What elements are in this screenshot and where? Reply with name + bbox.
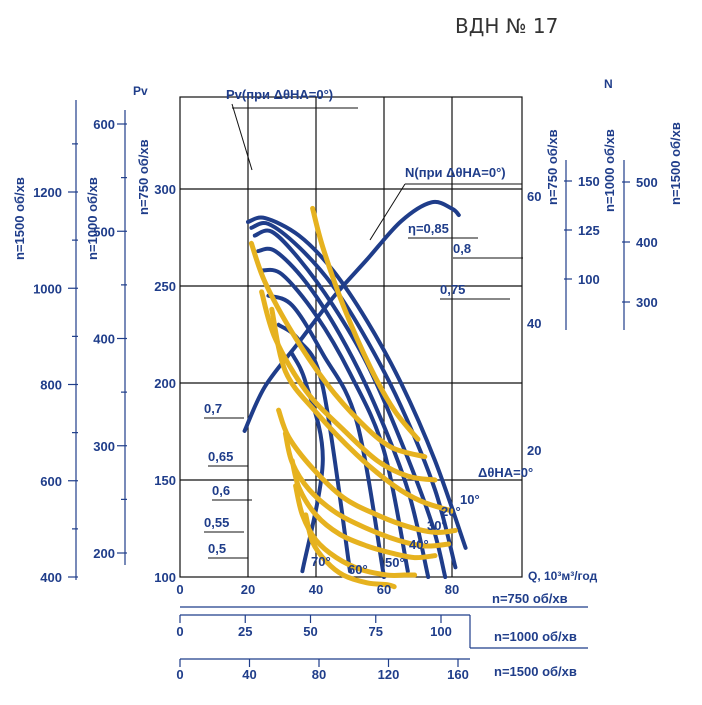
axis-label-pv: Pv	[133, 84, 148, 98]
pv-tick-label: 150	[154, 473, 176, 488]
curves-layer	[242, 199, 468, 590]
efficiency-curve-8	[310, 205, 421, 442]
n1000-left-tick-label: 800	[40, 378, 62, 393]
efficiency-curve-4	[276, 407, 458, 535]
q1500-tick-label: 40	[242, 667, 256, 682]
axis-label-q750: n=750 об/хв	[492, 591, 568, 606]
N-tick-label: 20	[527, 443, 541, 458]
pv-tick-label: 250	[154, 279, 176, 294]
plot-grid	[68, 96, 630, 667]
axis-label-n750-left: n=750 об/хв	[136, 139, 151, 215]
efficiency-curve-3	[282, 430, 452, 549]
axis-label-N: N	[604, 77, 613, 91]
annot-n-line: N(при ΔθНА=0°)	[405, 165, 506, 180]
pressure-curve-10deg	[249, 221, 458, 570]
n1000-right-tick-label: 300	[636, 295, 658, 310]
q750-tick-label: 40	[309, 582, 323, 597]
annot-eff-2: 0,75	[440, 282, 465, 297]
efficiency-curve-6	[259, 289, 438, 483]
axis-label-n1500-right: n=1500 об/хв	[668, 122, 683, 205]
q1500-tick-label: 120	[378, 667, 400, 682]
axis-label-n1000-right: n=1000 об/хв	[602, 129, 617, 212]
annot-eff-7: 0,5	[208, 541, 226, 556]
q1000-tick-label: 50	[303, 624, 317, 639]
n1000-left-tick-label: 1000	[33, 281, 62, 296]
q1500-tick-label: 0	[176, 667, 183, 682]
N-tick-label: 60	[527, 189, 541, 204]
annot-angle-2: 30°	[427, 518, 447, 533]
annot-angle-0: 10°	[460, 492, 480, 507]
n750-left-tick-label: 500	[93, 224, 115, 239]
annot-angle-4: 50°	[385, 555, 405, 570]
axis-label-n1000-left: n=1000 об/хв	[85, 177, 100, 260]
q750-tick-label: 20	[241, 582, 255, 597]
pv-tick-label: 100	[154, 570, 176, 585]
annot-eff-0: η=0,85	[408, 221, 449, 236]
n1000-left-tick-label: 400	[40, 570, 62, 585]
pv-tick-label: 300	[154, 182, 176, 197]
q750-tick-label: 80	[445, 582, 459, 597]
efficiency-curve-7	[248, 240, 428, 460]
efficiency-curve-2	[289, 458, 438, 561]
q1500-tick-label: 80	[312, 667, 326, 682]
annot-angle-5: 60°	[348, 562, 368, 577]
efficiency-curve-5	[269, 306, 455, 514]
annot-angle-3: 40°	[409, 537, 429, 552]
chart-title: ВДН № 17	[455, 14, 558, 38]
annot-angle-zero: ΔθНА=0°	[478, 465, 533, 480]
q1000-tick-label: 0	[176, 624, 183, 639]
leader-pv-2	[231, 103, 253, 171]
n1000-right-tick-label: 400	[636, 235, 658, 250]
n1000-left-tick-label: 600	[40, 474, 62, 489]
power-curve	[242, 199, 461, 433]
annot-pv-line: Pv(при ΔθНА=0°)	[226, 87, 333, 102]
pressure-curve-50deg	[266, 293, 386, 579]
pressure-curve-0deg	[246, 215, 468, 550]
N-tick-label: 40	[527, 316, 541, 331]
axis-label-n1500-left: n=1500 об/хв	[12, 177, 27, 260]
axis-label-q1000: n=1000 об/хв	[494, 629, 577, 644]
axis-label-q1500: n=1500 об/хв	[494, 664, 577, 679]
n750-left-tick-label: 600	[93, 117, 115, 132]
pressure-curve-30deg	[256, 246, 431, 579]
efficiency-curve-1	[293, 483, 418, 578]
annot-eff-6: 0,55	[204, 515, 229, 530]
annot-eff-1: 0,8	[453, 241, 471, 256]
annot-angle-1: 20°	[441, 504, 461, 519]
q1000-tick-label: 100	[430, 624, 452, 639]
axis-label-n750-right: n=750 об/хв	[545, 129, 560, 205]
q1000-tick-label: 25	[238, 624, 252, 639]
pv-tick-label: 200	[154, 376, 176, 391]
leader-n-2	[369, 183, 406, 241]
n750-left-tick-label: 200	[93, 546, 115, 561]
q1500-tick-label: 160	[447, 667, 469, 682]
n1000-right-tick-label: 500	[636, 175, 658, 190]
x-unit-label: Q, 10³м³/год	[528, 569, 598, 583]
n750-left-tick-label: 300	[93, 439, 115, 454]
n1000-left-tick-label: 1200	[33, 185, 62, 200]
q750-tick-label: 60	[377, 582, 391, 597]
annot-eff-5: 0,6	[212, 483, 230, 498]
n750-right-tick-label: 150	[578, 174, 600, 189]
q750-tick-label: 0	[176, 582, 183, 597]
annot-angle-6: 70°	[311, 554, 331, 569]
annot-eff-4: 0,65	[208, 449, 233, 464]
q1000-tick-label: 75	[369, 624, 383, 639]
n750-right-tick-label: 125	[578, 223, 600, 238]
n750-right-tick-label: 100	[578, 272, 600, 287]
annot-eff-3: 0,7	[204, 401, 222, 416]
n750-left-tick-label: 400	[93, 332, 115, 347]
efficiency-curve-0	[303, 512, 397, 590]
